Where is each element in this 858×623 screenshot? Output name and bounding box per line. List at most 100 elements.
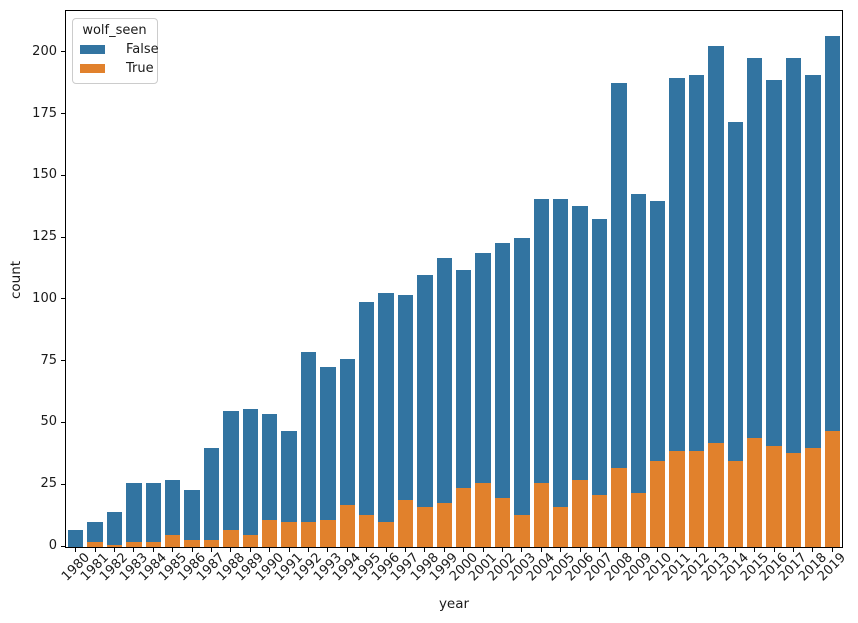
bar-segment-true-1996 [378,522,394,547]
bar-segment-true-1983 [126,542,142,547]
bar-segment-false-2008 [611,82,627,468]
x-tick-mark-1992 [308,548,309,552]
y-axis-title: count [8,260,24,300]
bar-segment-true-2015 [746,438,763,547]
bar-segment-false-2014 [727,122,744,461]
x-tick-mark-2005 [560,548,562,552]
bar-segment-true-1985 [164,534,181,547]
bar-segment-true-2000 [455,487,472,547]
y-tick-mark-0 [61,545,65,547]
y-tick-label-50: 50 [40,414,57,430]
x-tick-mark-1982 [114,548,115,552]
bar-segment-false-1984 [145,482,162,543]
y-tick-mark-200 [61,51,65,53]
y-tick-mark-50 [61,421,65,423]
bar-segment-false-1993 [320,366,336,520]
bar-segment-true-2004 [533,482,550,547]
bar-segment-true-2008 [611,467,627,547]
bar-segment-false-1997 [397,295,414,501]
bar-segment-false-2010 [649,201,666,461]
bar-segment-true-1998 [417,507,433,547]
legend-title: wolf_seen [82,23,147,38]
bar-segment-false-2000 [455,270,472,488]
bar-segment-false-1980 [67,529,84,547]
bar-segment-false-1995 [358,302,375,515]
legend-label-true: True [126,61,154,76]
bar-segment-true-2011 [669,450,685,547]
bar-segment-true-1994 [339,505,356,547]
x-tick-mark-1991 [288,548,290,552]
x-tick-mark-1987 [211,548,212,552]
x-tick-mark-1983 [133,548,135,552]
x-tick-mark-2008 [618,548,620,552]
y-tick-label-175: 175 [32,105,57,121]
x-tick-mark-1989 [249,548,251,552]
x-tick-mark-1996 [385,548,387,552]
legend-swatch-true-icon [80,64,105,73]
x-tick-mark-1981 [94,548,96,552]
bar-segment-false-2005 [552,198,569,508]
x-tick-mark-2014 [734,548,736,552]
bar-segment-true-1987 [203,539,220,547]
bar-segment-false-2017 [785,57,802,454]
bar-segment-false-2011 [669,77,685,451]
y-tick-mark-125 [61,236,65,238]
x-tick-mark-2010 [657,548,659,552]
x-tick-mark-2000 [463,548,465,552]
bar-segment-false-1998 [417,275,433,508]
x-tick-mark-2006 [579,548,581,552]
x-tick-mark-1994 [346,548,348,552]
x-tick-mark-2011 [676,548,678,552]
bar-segment-false-2012 [688,75,705,451]
bar-segment-true-1989 [242,534,259,547]
bar-segment-true-2005 [552,507,569,547]
bar-segment-true-2009 [630,492,647,547]
x-tick-mark-1988 [230,548,232,552]
x-tick-mark-2018 [812,548,814,552]
bar-segment-true-2001 [475,482,491,547]
y-tick-label-75: 75 [40,352,57,368]
x-tick-mark-1995 [366,548,368,552]
bar-segment-true-2013 [708,443,724,547]
x-tick-mark-1999 [443,548,445,552]
bar-segment-false-1985 [164,480,181,535]
bar-segment-true-1991 [281,522,297,547]
bar-segment-true-1999 [436,502,453,547]
bar-segment-false-2016 [766,80,782,446]
bar-segment-true-1990 [261,519,278,547]
bar-segment-true-2002 [494,497,511,547]
plot-area [65,10,843,548]
y-tick-label-150: 150 [32,167,57,183]
x-tick-mark-2012 [696,548,697,552]
bar-segment-false-1994 [339,359,356,506]
bar-segment-false-2001 [475,253,491,483]
x-tick-mark-2002 [502,548,503,552]
x-tick-mark-2001 [482,548,484,552]
x-tick-mark-2015 [754,548,756,552]
x-tick-mark-1986 [191,548,193,552]
bar-segment-false-2003 [514,238,530,515]
x-axis-title: year [438,596,470,612]
bar-segment-false-1990 [261,413,278,520]
legend-entry-false: False [80,42,159,57]
bar-segment-false-1992 [300,351,317,523]
bar-segment-true-2003 [514,514,530,547]
x-tick-mark-2003 [521,548,523,552]
bar-segment-false-1987 [203,448,220,540]
y-tick-mark-75 [61,360,65,362]
y-tick-label-25: 25 [40,476,57,492]
y-tick-mark-25 [61,483,65,485]
bar-segment-true-2018 [805,448,821,547]
legend-swatch-false-icon [80,45,105,54]
y-tick-label-200: 200 [32,43,57,59]
x-tick-mark-1980 [75,548,77,552]
bar-segment-false-1983 [126,482,142,543]
bar-segment-true-2017 [785,453,802,547]
legend-entry-true: True [80,61,154,76]
x-tick-mark-1997 [405,548,406,552]
x-tick-mark-1985 [172,548,174,552]
bar-segment-true-1981 [87,542,103,547]
x-tick-mark-2019 [831,548,833,552]
x-tick-mark-2007 [599,548,600,552]
